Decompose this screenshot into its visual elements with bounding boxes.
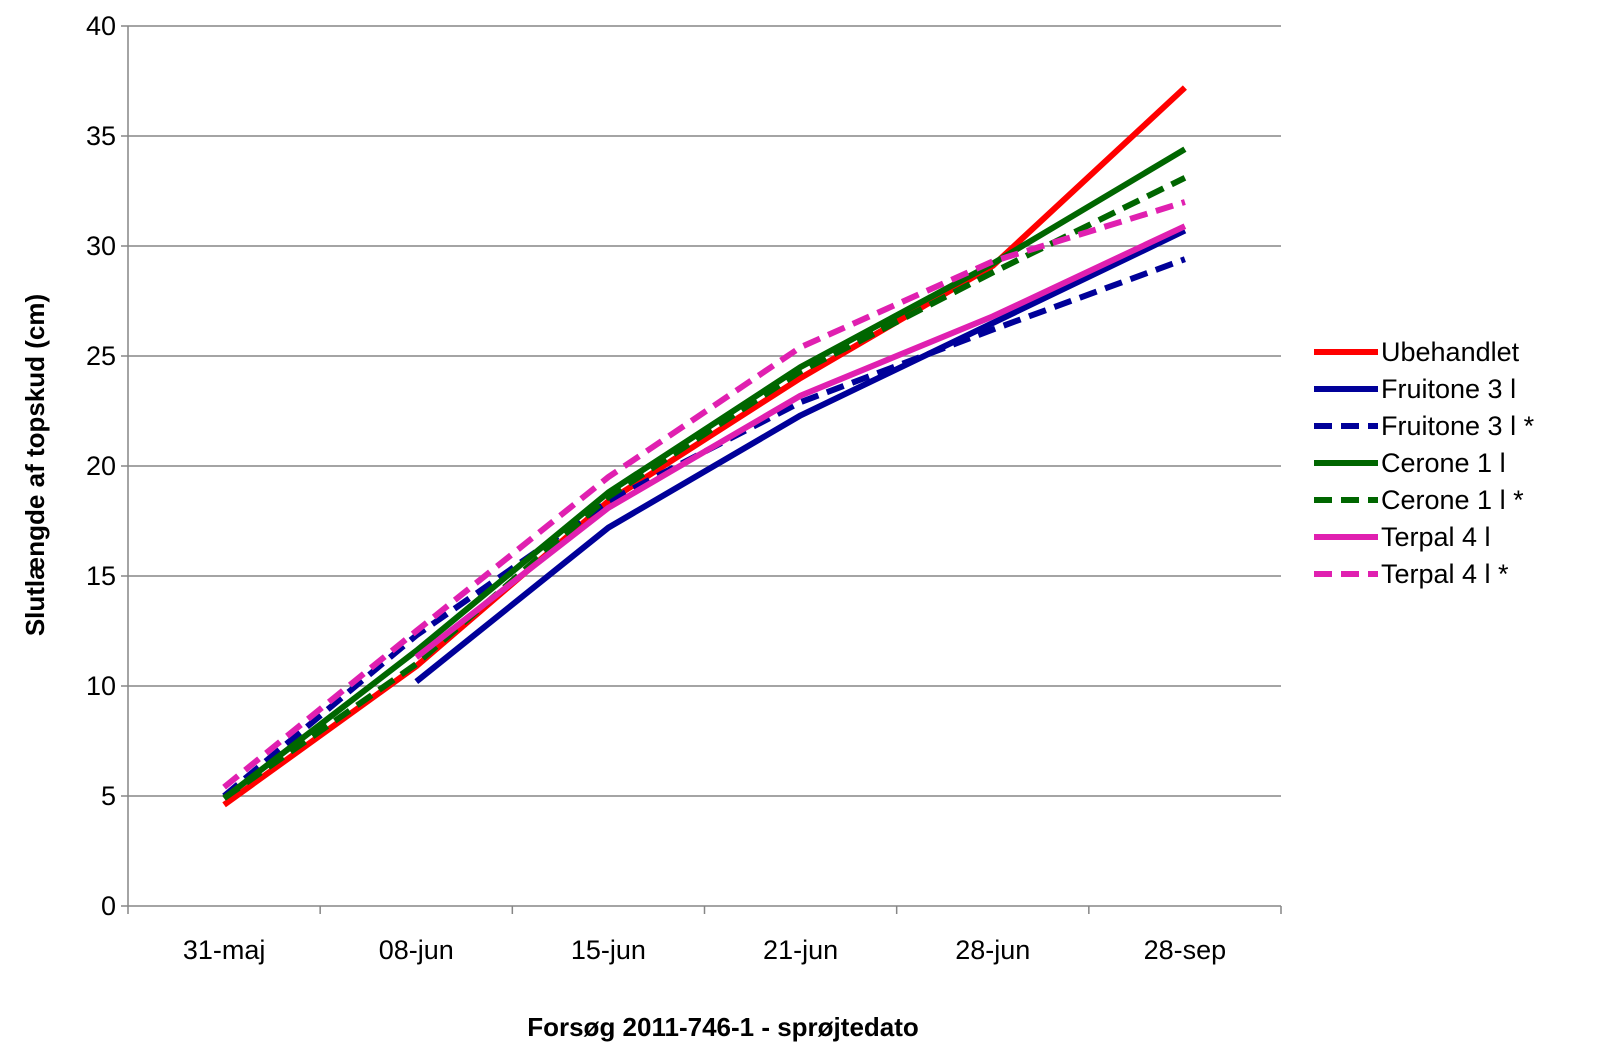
data-series [222, 85, 1187, 808]
series-line [222, 175, 1187, 801]
legend-label: Fruitone 3 l [1381, 374, 1516, 404]
series-line [222, 146, 1187, 801]
series-line [222, 199, 1186, 790]
x-tick-label: 21-jun [763, 935, 838, 965]
y-tick-label: 10 [86, 671, 116, 701]
legend-label: Ubehandlet [1381, 337, 1520, 367]
y-tick-label: 15 [86, 561, 116, 591]
y-axis-title: Slutlængde af topskud (cm) [20, 294, 50, 636]
legend-label: Cerone 1 l * [1381, 485, 1524, 515]
x-tick-label: 28-jun [955, 935, 1030, 965]
x-axis-title: Forsøg 2011-746-1 - sprøjtedato [527, 1012, 919, 1042]
legend-label: Terpal 4 l * [1381, 559, 1509, 589]
y-tick-label: 40 [86, 11, 116, 41]
y-axis-ticks: 0 5 10 15 20 25 30 35 40 [86, 11, 128, 921]
legend: Ubehandlet Fruitone 3 l Fruitone 3 l * Cero… [1314, 337, 1535, 589]
series-line [414, 227, 1187, 684]
legend-label: Fruitone 3 l * [1381, 411, 1535, 441]
legend-label: Terpal 4 l [1381, 522, 1491, 552]
y-tick-label: 25 [86, 341, 116, 371]
y-tick-label: 5 [101, 781, 116, 811]
series-line [414, 223, 1187, 660]
x-tick-label: 31-maj [183, 935, 266, 965]
x-tick-label: 08-jun [379, 935, 454, 965]
y-tick-label: 30 [86, 231, 116, 261]
x-tick-label: 28-sep [1144, 935, 1227, 965]
x-tick-label: 15-jun [571, 935, 646, 965]
gridlines [128, 25, 1281, 797]
y-tick-label: 35 [86, 121, 116, 151]
x-axis-ticks: 31-maj 08-jun 15-jun 21-jun 28-jun 28-sep [127, 906, 1282, 965]
legend-label: Cerone 1 l [1381, 448, 1506, 478]
y-tick-label: 20 [86, 451, 116, 481]
y-tick-label: 0 [101, 891, 116, 921]
series-line [222, 256, 1186, 799]
